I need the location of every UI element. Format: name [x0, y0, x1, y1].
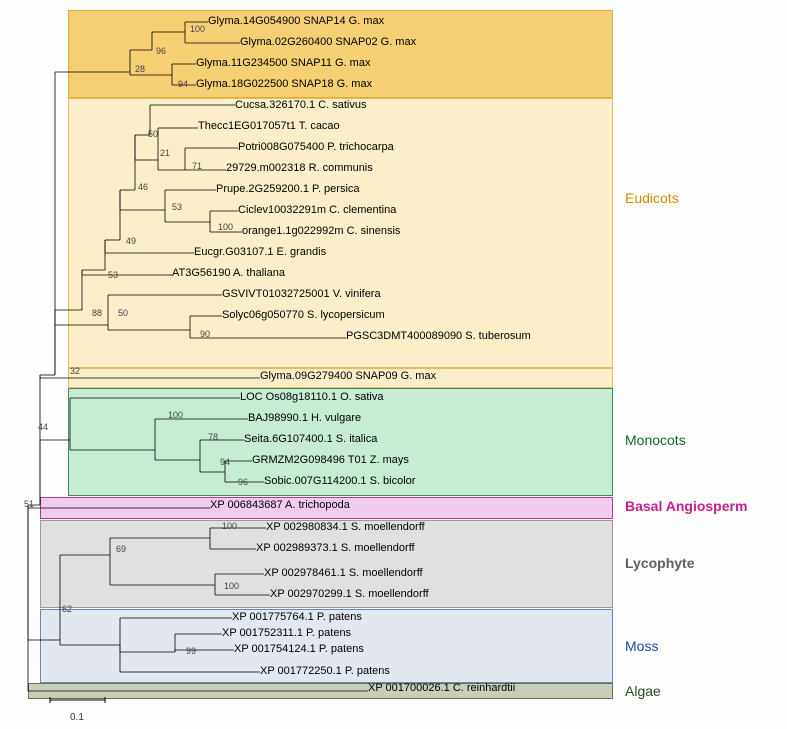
bootstrap-value: 96 [238, 477, 248, 487]
scale-label: 0.1 [70, 712, 150, 723]
group-labels: Eudicots Monocots Basal Angiosperm Lycophyt… [625, 0, 785, 700]
bootstrap-value: 21 [160, 148, 170, 158]
group-label-moss: Moss [625, 638, 658, 654]
group-label-algae: Algae [625, 683, 661, 699]
bootstrap-value: 53 [108, 270, 118, 280]
bootstrap-value: 49 [126, 236, 136, 246]
bootstrap-value: 90 [200, 329, 210, 339]
bootstrap-value: 99 [186, 646, 196, 656]
bootstrap-value: 78 [208, 432, 218, 442]
bootstrap-value: 44 [38, 422, 48, 432]
group-label-eudicots: Eudicots [625, 190, 679, 206]
bootstrap-value: 100 [222, 521, 237, 531]
bootstrap-value: 50 [148, 129, 158, 139]
bootstrap-value: 88 [92, 308, 102, 318]
bootstrap-value: 94 [220, 457, 230, 467]
group-label-monocots: Monocots [625, 432, 686, 448]
bootstrap-value: 100 [224, 581, 239, 591]
bootstrap-value: 69 [116, 544, 126, 554]
scale-bar: 0.1 [45, 695, 125, 729]
tree-area: Glyma.14G054900 SNAP14 G. maxGlyma.02G26… [0, 0, 620, 700]
group-label-lycophyte: Lycophyte [625, 555, 695, 571]
bootstrap-labels: 1009628945021714653100495388509032441007… [0, 0, 620, 700]
bootstrap-value: 32 [70, 366, 80, 376]
bootstrap-value: 62 [62, 604, 72, 614]
bootstrap-value: 100 [190, 24, 205, 34]
bootstrap-value: 51 [24, 499, 34, 509]
bootstrap-value: 28 [135, 64, 145, 74]
bootstrap-value: 46 [138, 182, 148, 192]
bootstrap-value: 100 [218, 222, 233, 232]
bootstrap-value: 100 [168, 410, 183, 420]
bootstrap-value: 53 [172, 202, 182, 212]
bootstrap-value: 50 [118, 308, 128, 318]
group-label-basal: Basal Angiosperm [625, 498, 747, 514]
bootstrap-value: 94 [178, 79, 188, 89]
bootstrap-value: 96 [156, 46, 166, 56]
bootstrap-value: 71 [192, 161, 202, 171]
